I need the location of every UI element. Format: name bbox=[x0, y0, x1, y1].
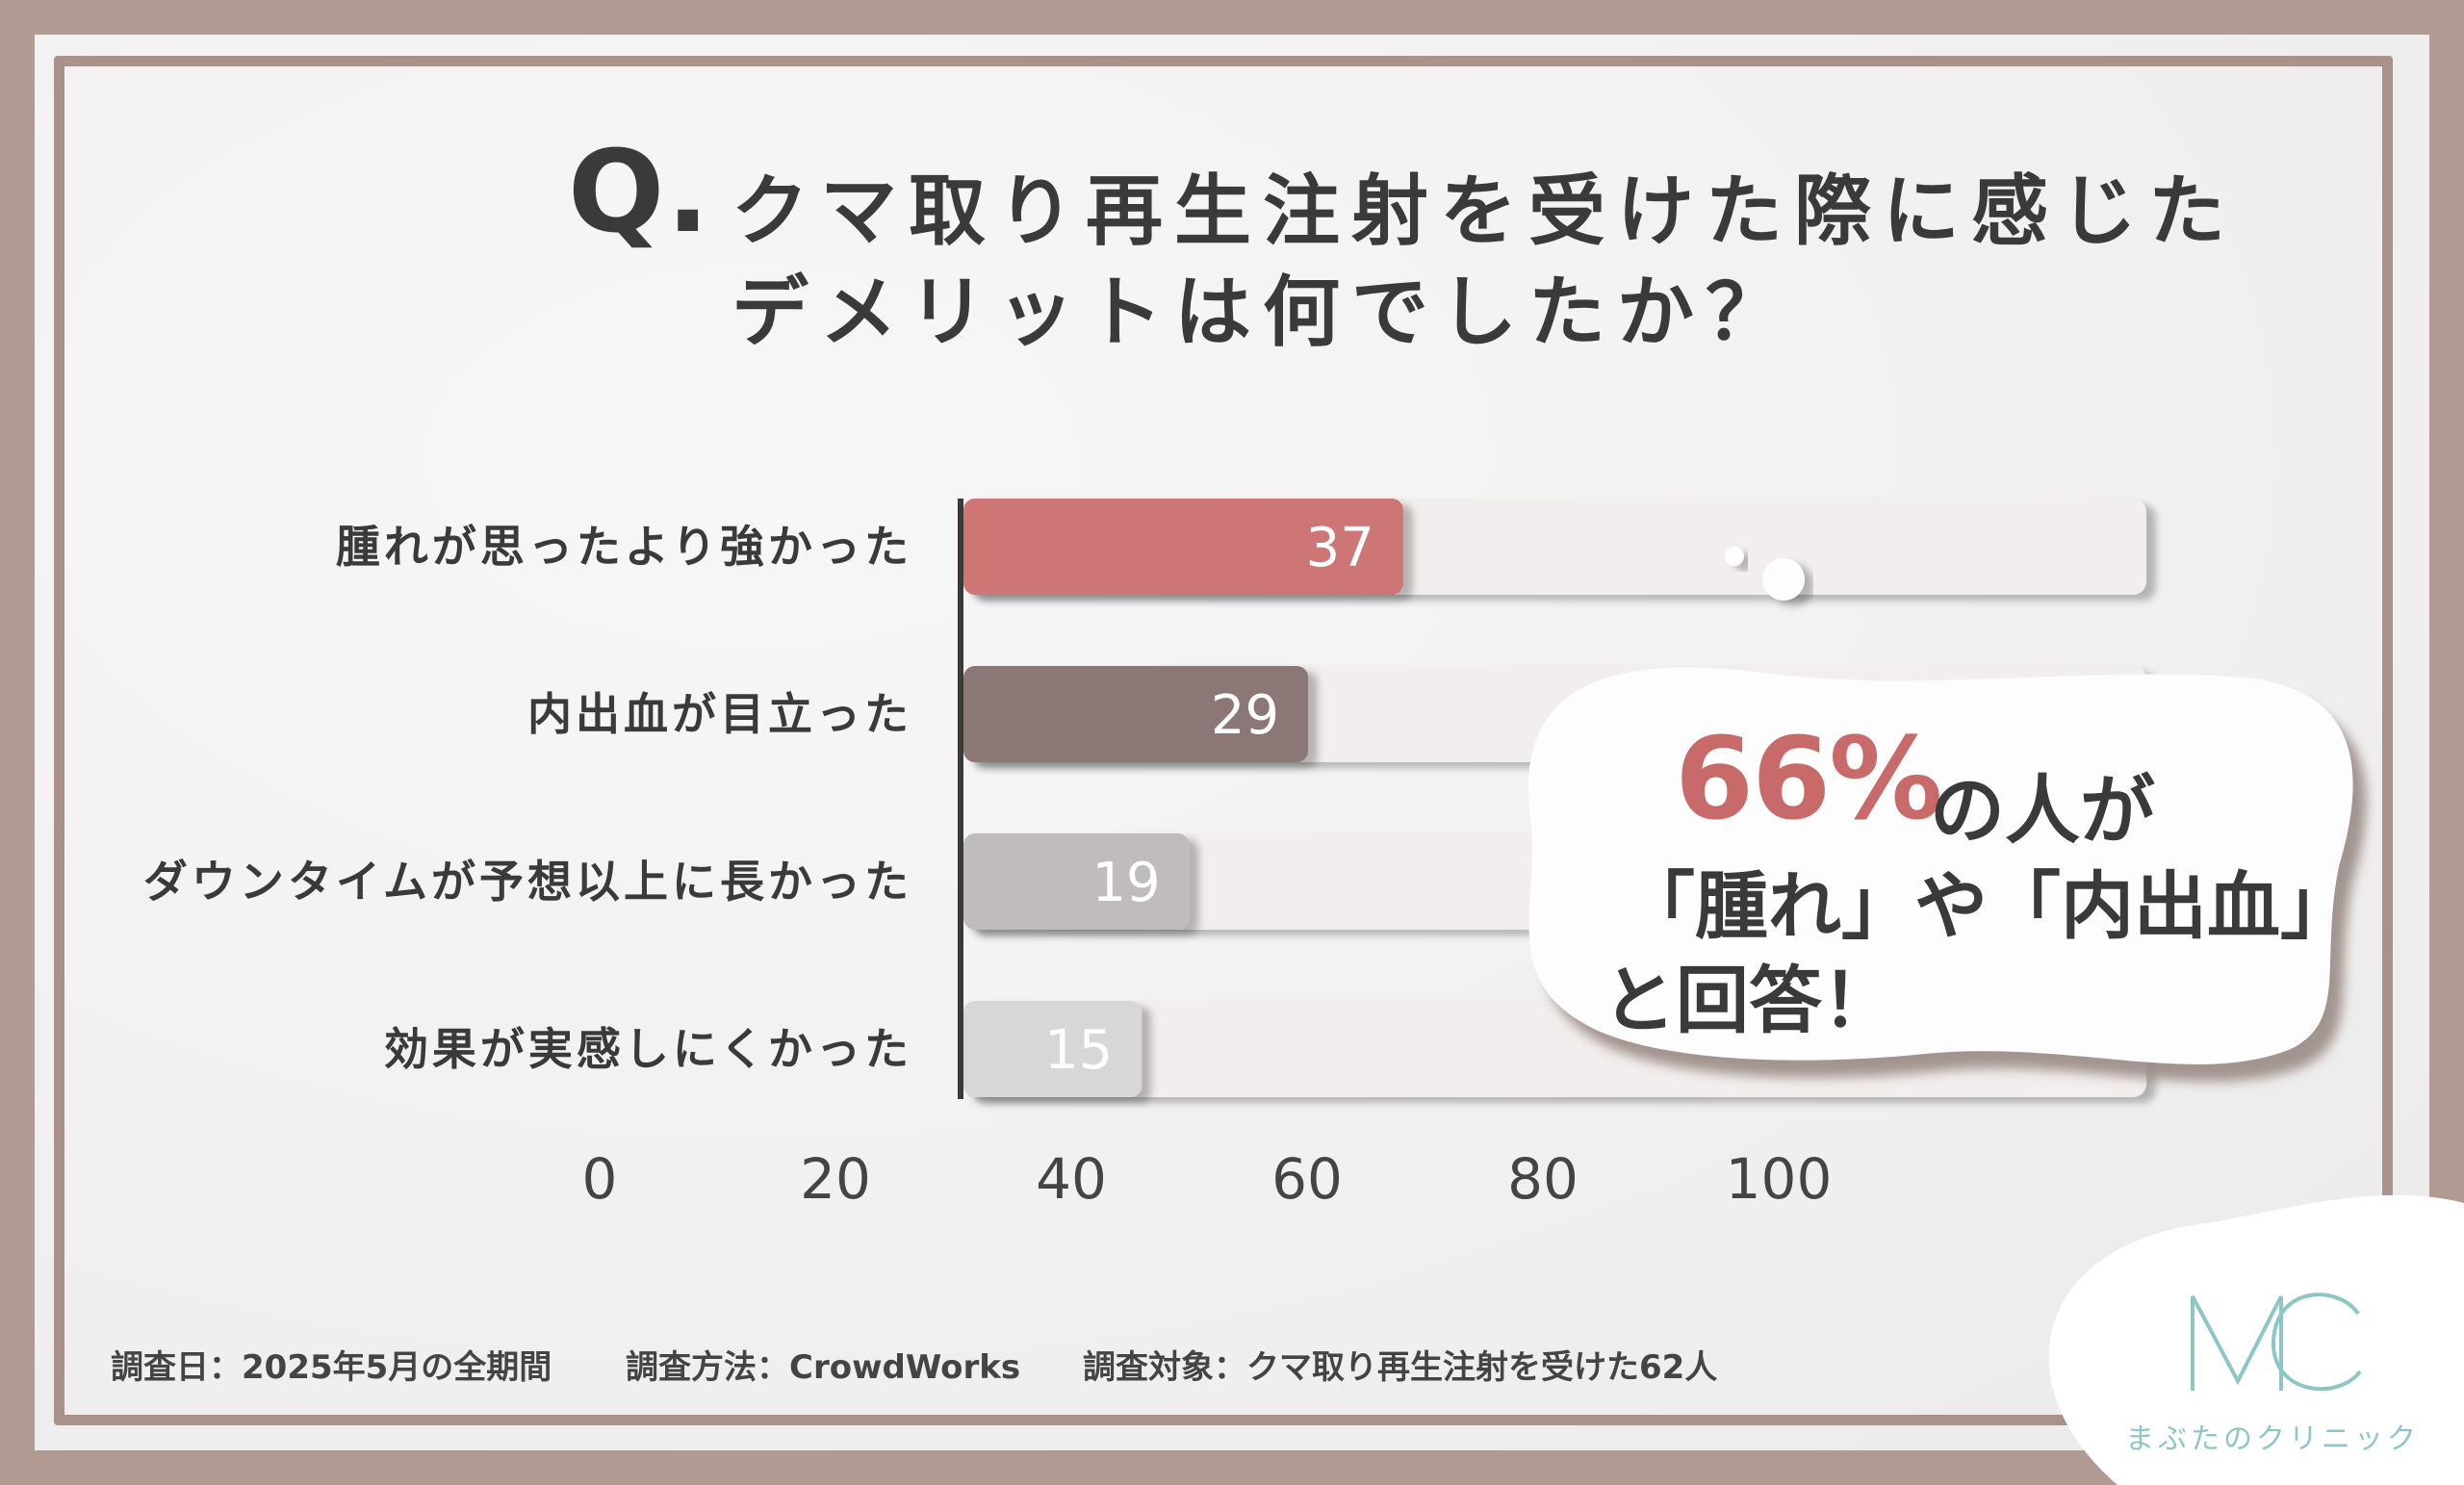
logo-mark-icon bbox=[2191, 1293, 2362, 1392]
logo-name: まぶたのクリニック bbox=[2125, 1422, 2420, 1456]
logo-corner-shape bbox=[2048, 1194, 2464, 1485]
title-prefix: Q. bbox=[568, 125, 712, 258]
bar-value-label: 15 bbox=[1044, 1019, 1113, 1082]
x-tick-label: 0 bbox=[582, 1146, 618, 1212]
x-tick-label: 80 bbox=[1507, 1146, 1578, 1212]
x-tick-label: 60 bbox=[1271, 1146, 1343, 1212]
bar bbox=[963, 833, 1190, 930]
bar bbox=[963, 1001, 1142, 1097]
bars bbox=[963, 499, 1403, 1097]
bar-value-label: 37 bbox=[1306, 517, 1374, 579]
category-label: ダウンタイムが予想以上に長かった bbox=[143, 856, 912, 908]
footer-method: 調査方法：CrowdWorks bbox=[626, 1348, 1021, 1387]
callout-bubble bbox=[1527, 667, 2353, 1064]
footer-target: 調査対象：クマ取り再生注射を受けた62人 bbox=[1083, 1348, 1718, 1387]
footer-date: 調査日：2025年5月の全期間 bbox=[111, 1348, 552, 1387]
title-line-1: クマ取り再生注射を受けた際に感じた bbox=[732, 166, 2237, 256]
callout-line-2: 「腫れ」や「内出血」 bbox=[1622, 863, 2353, 949]
x-tick-label: 40 bbox=[1036, 1146, 1107, 1212]
bar bbox=[963, 666, 1309, 762]
bar bbox=[963, 499, 1403, 595]
title-line-2: デメリットは何でしたか？ bbox=[732, 268, 1794, 357]
category-label: 効果が実感しにくかった bbox=[384, 1023, 912, 1075]
bubble-dot-small bbox=[1725, 547, 1744, 566]
callout-percent: 66% bbox=[1675, 712, 1942, 845]
bar-value-label: 29 bbox=[1211, 684, 1279, 747]
x-tick-label: 100 bbox=[1726, 1146, 1833, 1212]
bubble-dot-large bbox=[1762, 558, 1805, 601]
callout-suffix: の人が bbox=[1930, 768, 2156, 855]
category-label: 腫れが思ったより強かった bbox=[336, 521, 912, 573]
category-label: 内出血が目立った bbox=[527, 688, 912, 740]
x-tick-labels: 0 20 40 60 80 100 bbox=[582, 1146, 1833, 1212]
inner-frame bbox=[54, 56, 2393, 1425]
x-tick-label: 20 bbox=[800, 1146, 871, 1212]
callout-line-3: と回答！ bbox=[1603, 958, 1895, 1043]
bar-value-labels: 37 29 19 15 bbox=[1044, 517, 1374, 1082]
bar-value-label: 19 bbox=[1091, 852, 1160, 914]
category-labels: 腫れが思ったより強かった内出血が目立ったダウンタイムが予想以上に長かった効果が実… bbox=[143, 521, 912, 1075]
